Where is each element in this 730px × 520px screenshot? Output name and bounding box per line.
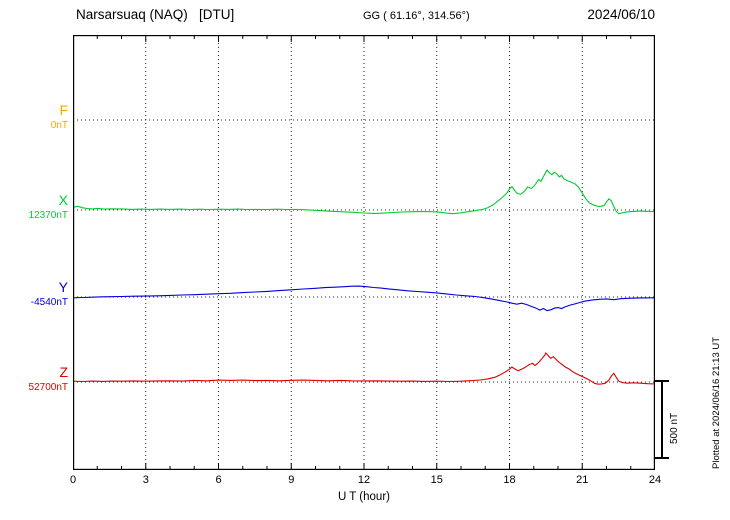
plotted-at-note: Plotted at 2024/06/16 21:13 UT: [711, 336, 722, 469]
plot-frame: [73, 35, 655, 470]
x-tick-18: 18: [503, 474, 516, 486]
x-tick-15: 15: [430, 474, 443, 486]
plot-area: [73, 35, 655, 470]
trace-Z: [73, 352, 655, 385]
scale-bar: [661, 380, 663, 458]
x-tick-21: 21: [576, 474, 589, 486]
series-label-X: X: [58, 192, 68, 208]
series-group-Z: Z 52700nT: [29, 365, 68, 393]
x-tick-12: 12: [357, 474, 371, 486]
trace-Y: [73, 285, 655, 312]
series-baseline-value-Y: -4540nT: [30, 297, 68, 308]
x-tick-9: 9: [288, 474, 295, 486]
x-tick-6: 6: [215, 474, 222, 486]
series-group-X: X 12370nT: [29, 193, 68, 221]
series-label-Z: Z: [59, 364, 68, 380]
date-label: 2024/06/10: [587, 7, 655, 22]
series-group-F: F 0nT: [51, 103, 68, 131]
x-tick-3: 3: [142, 474, 149, 486]
series-baseline-value-X: 12370nT: [28, 210, 68, 221]
series-baseline-value-F: 0nT: [50, 120, 68, 131]
series-baseline-value-Z: 52700nT: [28, 382, 68, 393]
series-label-Y: Y: [58, 279, 68, 295]
trace-X: [73, 169, 655, 215]
station-title: Narsarsuaq (NAQ) [DTU]: [76, 7, 235, 22]
geographic-coordinates: GG ( 61.16°, 314.56°): [363, 10, 470, 22]
x-tick-0: 0: [69, 474, 77, 486]
x-tick-24: 24: [648, 474, 662, 486]
x-axis-label: U T (hour): [338, 491, 390, 503]
series-label-F: F: [59, 102, 68, 118]
series-group-Y: Y -4540nT: [31, 280, 68, 308]
scale-bar-label: 500 nT: [669, 412, 680, 444]
